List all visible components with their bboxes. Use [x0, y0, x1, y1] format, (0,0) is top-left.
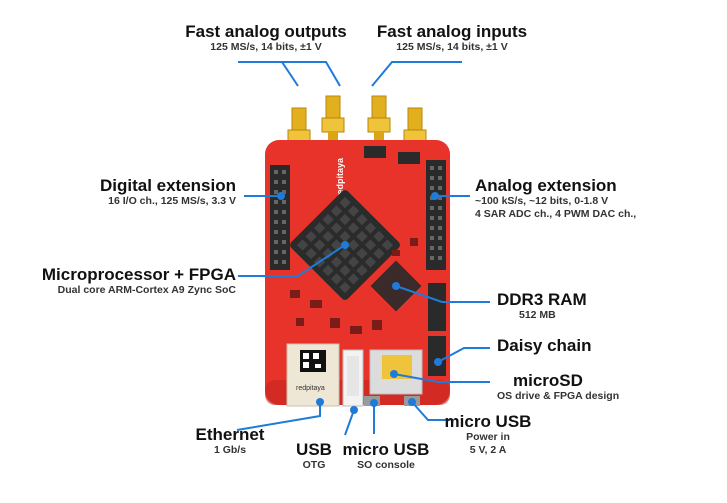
leader-microsd	[393, 373, 490, 383]
leader-ethernet	[236, 402, 321, 431]
label-title: Microprocessor + FPGA	[41, 265, 236, 284]
label-sub: 16 I/O ch., 125 MS/s, 3.3 V	[108, 195, 236, 207]
label-sub: 1 Gb/s	[213, 444, 247, 456]
label-ethernet: Ethernet 1 Gb/s	[196, 425, 265, 457]
label-sub-1: Power in	[466, 431, 510, 443]
leader-micro-fpga	[238, 244, 346, 277]
side-connectors	[428, 283, 446, 376]
leader-micro-usb-power	[411, 401, 450, 421]
label-microprocessor-fpga: Microprocessor + FPGA Dual core ARM-Cort…	[42, 265, 236, 297]
leader-fast-outputs	[238, 61, 299, 87]
label-analog-extension: Analog extension ~100 kS/s, ~12 bits, 0-…	[475, 176, 636, 221]
sma-connector-in1	[367, 95, 391, 144]
label-sub-2: 5 V, 2 A	[469, 444, 507, 456]
label-sub: OTG	[302, 459, 326, 471]
leader-lines	[236, 61, 490, 436]
label-ddr3-ram: DDR3 RAM 512 MB	[497, 290, 587, 322]
leader-usb	[344, 409, 355, 436]
label-title: USB	[296, 440, 332, 459]
usb-connector	[342, 349, 364, 407]
ethernet-jack: redpitaya	[286, 343, 340, 407]
leader-daisy	[437, 347, 490, 363]
label-digital-extension: Digital extension 16 I/O ch., 125 MS/s, …	[100, 176, 236, 208]
label-fast-analog-outputs: Fast analog outputs 125 MS/s, 14 bits, ±…	[185, 22, 347, 54]
label-title: micro USB	[342, 440, 430, 459]
leader-dots	[277, 192, 442, 414]
label-sub-1: ~100 kS/s, ~12 bits, 0-1.8 V	[475, 195, 609, 207]
smd-components	[290, 238, 418, 334]
label-title: micro USB	[444, 412, 532, 431]
label-sub: SO console	[357, 459, 415, 471]
digital-extension-header	[270, 165, 290, 270]
label-fast-analog-inputs: Fast analog inputs 125 MS/s, 14 bits, ±1…	[377, 22, 527, 54]
label-micro-usb-console: micro USB SO console	[343, 440, 430, 472]
label-title: DDR3 RAM	[497, 290, 587, 309]
small-pin-headers	[364, 146, 420, 164]
label-title: microSD	[513, 371, 583, 390]
label-sub: 125 MS/s, 14 bits, ±1 V	[210, 41, 322, 53]
label-sub: OS drive & FPGA design	[497, 390, 620, 402]
label-microsd: microSD OS drive & FPGA design	[497, 371, 619, 403]
leader-fast-inputs	[371, 61, 436, 87]
label-usb: USB OTG	[296, 440, 332, 472]
label-title: Analog extension	[475, 176, 617, 195]
label-title: Digital extension	[99, 176, 236, 195]
leader-fast-outputs-2	[282, 61, 341, 87]
board-brand-text: redpitaya	[335, 157, 345, 198]
label-sub: Dual core ARM-Cortex A9 Zync SoC	[57, 284, 236, 296]
ethernet-sticker-text: redpitaya	[296, 385, 325, 392]
label-title: Fast analog outputs	[185, 22, 347, 41]
analog-extension-header	[426, 160, 446, 270]
label-title: Fast analog inputs	[376, 22, 528, 41]
label-micro-usb-power: micro USB Power in 5 V, 2 A	[445, 412, 532, 457]
label-title: Daisy chain	[497, 336, 592, 355]
label-sub: 512 MB	[519, 309, 556, 321]
label-sub: 125 MS/s, 14 bits, ±1 V	[396, 41, 508, 53]
label-sub-2: 4 SAR ADC ch., 4 PWM DAC ch.,	[475, 208, 637, 220]
sma-connector-out2	[321, 95, 345, 144]
sma-connectors	[287, 95, 427, 156]
leader-ddr3	[395, 285, 490, 303]
label-daisy-chain: Daisy chain	[497, 336, 592, 355]
label-title: Ethernet	[195, 425, 265, 444]
